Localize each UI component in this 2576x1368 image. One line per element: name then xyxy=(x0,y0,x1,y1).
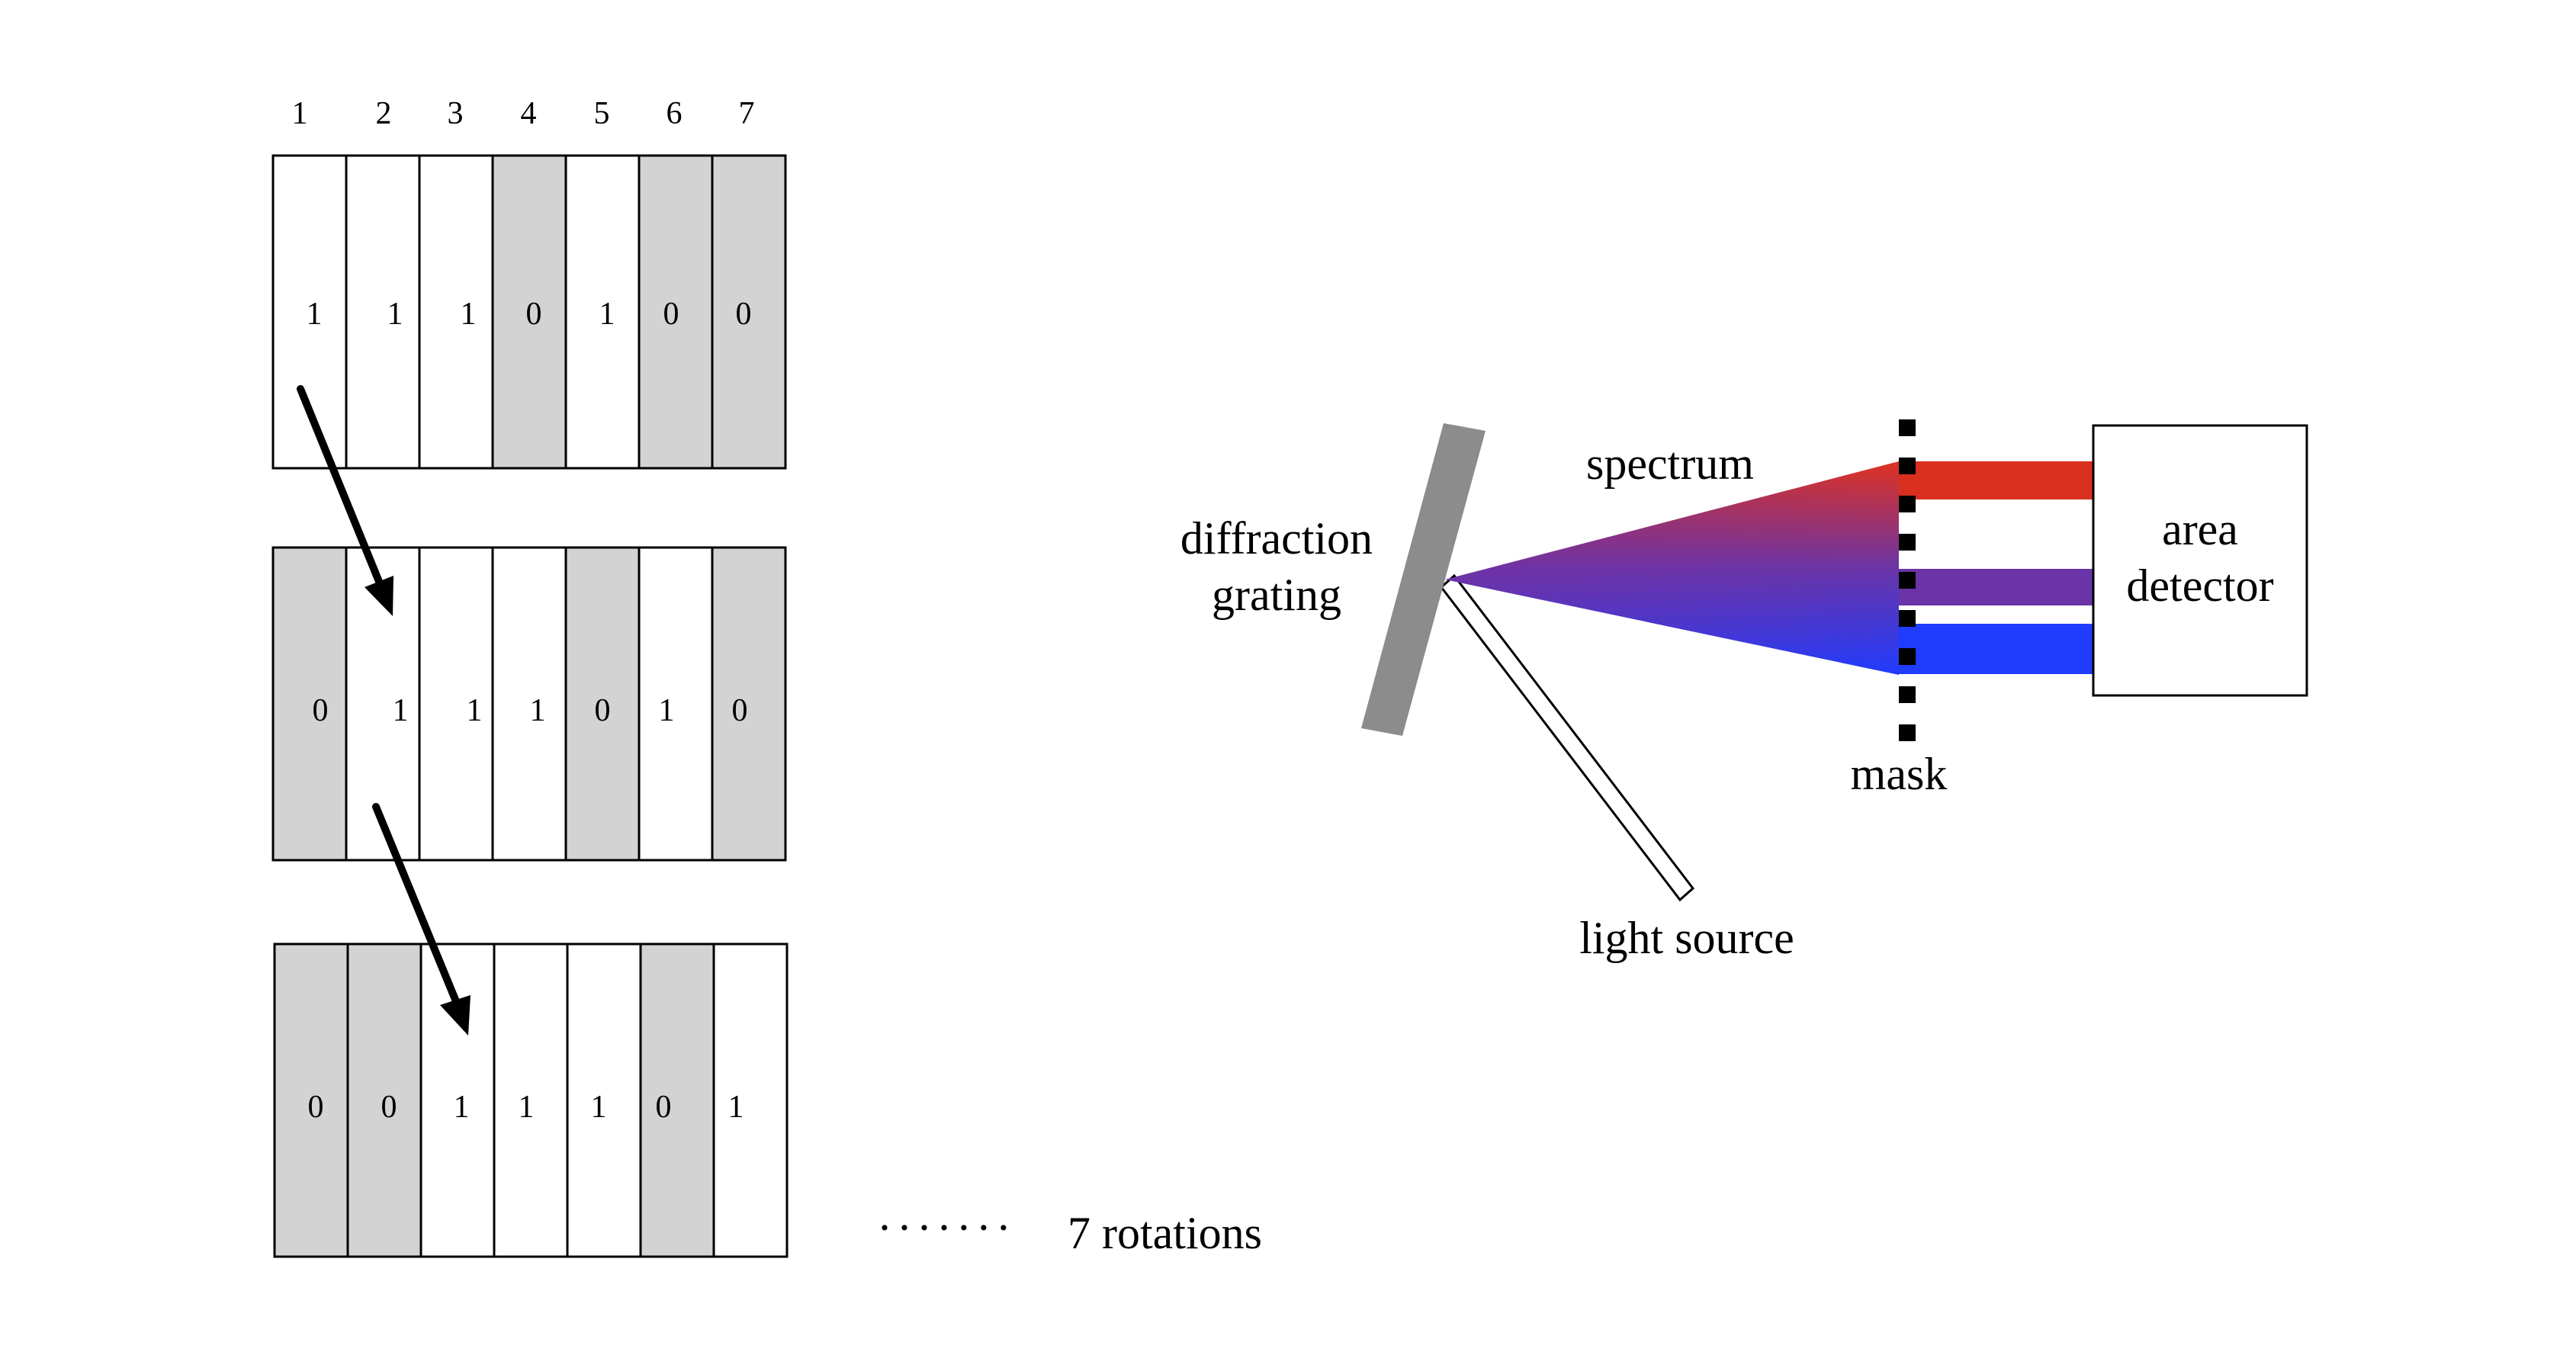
mask-label: mask xyxy=(1851,749,1948,799)
mask-bit: 1 xyxy=(393,693,409,728)
column-number: 5 xyxy=(594,96,610,131)
mask-cell xyxy=(711,546,787,862)
purple-beam xyxy=(1899,569,2093,605)
mask-cell xyxy=(345,154,421,470)
mask-bit: 0 xyxy=(381,1090,397,1125)
column-number: 7 xyxy=(739,96,755,131)
spectrum-fan-tint xyxy=(1445,461,1899,675)
mask-cell xyxy=(491,546,567,862)
mask-bit: 1 xyxy=(659,693,675,728)
mask-cell xyxy=(711,154,787,470)
mask-cell xyxy=(418,154,494,470)
area-detector xyxy=(2092,424,2308,697)
mask-bit: 1 xyxy=(591,1090,607,1125)
mask-bit: 1 xyxy=(728,1090,744,1125)
grating-label-line2: grating xyxy=(1212,570,1341,620)
mask-bit: 0 xyxy=(732,693,748,728)
mask-cell xyxy=(564,546,641,862)
diffraction-grating xyxy=(1361,423,1486,736)
column-number: 2 xyxy=(376,96,392,131)
rotations-label: 7 rotations xyxy=(1068,1208,1262,1258)
blue-beam xyxy=(1899,624,2093,674)
detector-label-line2: detector xyxy=(2126,560,2273,611)
column-number: 6 xyxy=(666,96,683,131)
mask-bit: 0 xyxy=(526,297,542,332)
red-beam xyxy=(1899,461,2093,499)
mask-bit: 1 xyxy=(519,1090,535,1125)
column-number-row: 1 2 3 4 5 6 7 xyxy=(292,96,755,131)
mask-bit: 1 xyxy=(599,297,615,332)
mask-bit: 1 xyxy=(387,297,403,332)
mask-dots xyxy=(1899,419,1916,741)
mask-cell xyxy=(566,943,642,1258)
mask-bit: 0 xyxy=(595,693,611,728)
mask-bit: 0 xyxy=(308,1090,324,1125)
mask-cell xyxy=(564,154,641,470)
rotation-dots: ······· xyxy=(877,1203,1016,1253)
mask-bit: 1 xyxy=(467,693,483,728)
mask-bit: 0 xyxy=(663,297,679,332)
mask-cell xyxy=(493,943,569,1258)
mask-cell xyxy=(491,154,567,470)
mask-bit: 1 xyxy=(454,1090,470,1125)
red-beam-shade xyxy=(1899,461,2093,499)
mask-cell xyxy=(273,943,349,1258)
mask-bit: 1 xyxy=(307,297,323,332)
mask-bit: 1 xyxy=(530,693,546,728)
light-source-beam xyxy=(1439,573,1695,902)
mask-pattern-row-2: 0 1 1 1 0 1 0 xyxy=(271,546,787,862)
mask-cell xyxy=(418,546,494,862)
mask-cell xyxy=(271,546,348,862)
mask-bit: 0 xyxy=(313,693,329,728)
grating-label-line1: diffraction xyxy=(1180,513,1373,564)
rotation-arrow-1 xyxy=(297,385,393,616)
column-number: 1 xyxy=(292,96,308,131)
column-number: 4 xyxy=(521,96,537,131)
rotation-arrow-2 xyxy=(372,803,471,1036)
mask-bit: 0 xyxy=(736,297,752,332)
mask-bit: 1 xyxy=(461,297,477,332)
column-number: 3 xyxy=(448,96,464,131)
light-source-label: light source xyxy=(1579,913,1794,963)
mask-pattern-row-1: 1 1 1 0 1 0 0 xyxy=(271,154,787,470)
mask-cell xyxy=(638,546,714,862)
spectrum-label: spectrum xyxy=(1586,438,1754,489)
mask-pattern-row-3: 0 0 1 1 1 0 1 xyxy=(273,943,789,1258)
detector-label-line1: area xyxy=(2162,504,2238,554)
mask-cell xyxy=(639,943,715,1258)
mask-bit: 0 xyxy=(656,1090,672,1125)
mask-cell xyxy=(712,943,789,1258)
